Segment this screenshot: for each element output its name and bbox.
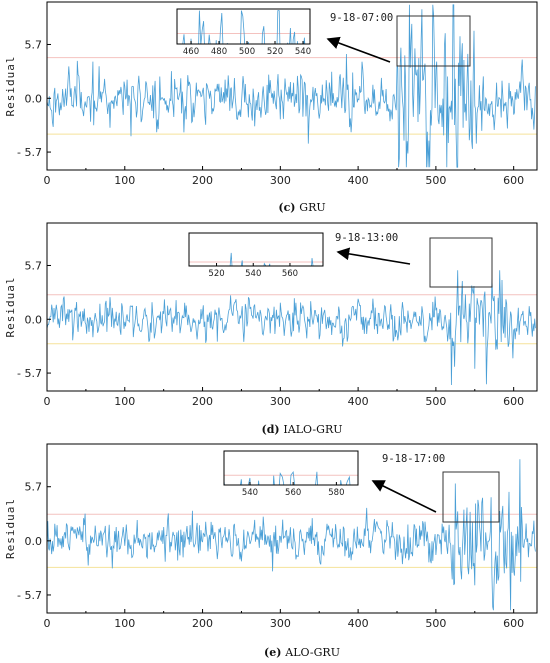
x-tick-label: 100 bbox=[114, 617, 135, 630]
x-tick-label: 0 bbox=[44, 174, 51, 187]
y-axis-label: Residual bbox=[4, 56, 17, 117]
x-tick-label: 200 bbox=[192, 395, 213, 408]
x-tick-label: 400 bbox=[348, 174, 369, 187]
x-tick-label: 200 bbox=[192, 174, 213, 187]
plot-frame bbox=[46, 443, 538, 614]
inset-x-tick-label: 560 bbox=[282, 269, 298, 279]
panel-caption: (e) ALO-GRU bbox=[264, 646, 340, 659]
x-tick-label: 200 bbox=[192, 617, 213, 630]
panel-caption: (c) GRU bbox=[278, 201, 325, 214]
y-tick-label: - 5.7 bbox=[17, 367, 42, 380]
inset-x-tick-label: 520 bbox=[267, 47, 283, 57]
annotation-time-label: 9-18-13:00 bbox=[335, 232, 398, 244]
y-axis-label: Residual bbox=[4, 277, 17, 338]
plot-frame bbox=[46, 222, 538, 392]
y-axis-label: Residual bbox=[4, 498, 17, 559]
inset-frame bbox=[223, 450, 359, 486]
x-tick-label: 500 bbox=[425, 174, 446, 187]
panel-caption-model: IALO-GRU bbox=[283, 423, 342, 436]
inset-x-tick-label: 520 bbox=[208, 269, 224, 279]
chart-panel-ialo-gru: 0 100 200 300 400 500 600 5.7 0.0 - 5.7 Residual 9-… bbox=[4, 222, 538, 436]
panel-caption-model: ALO-GRU bbox=[284, 646, 340, 659]
x-tick-label: 100 bbox=[114, 174, 135, 187]
plot-frame bbox=[46, 1, 538, 171]
x-tick-label: 0 bbox=[44, 395, 51, 408]
zoom-region-box bbox=[442, 471, 500, 523]
y-tick-label: - 5.7 bbox=[17, 146, 42, 159]
inset-x-tick-label: 460 bbox=[183, 47, 199, 57]
x-tick-label: 300 bbox=[270, 617, 291, 630]
annotation-arrow bbox=[336, 247, 411, 265]
panel-caption-label: (c) bbox=[278, 201, 299, 214]
panel-caption-label: (e) bbox=[264, 646, 285, 659]
x-tick-label: 500 bbox=[425, 617, 446, 630]
inset-x-tick-label: 480 bbox=[211, 47, 227, 57]
inset-frame bbox=[188, 232, 324, 267]
inset-x-tick-label: 540 bbox=[245, 269, 261, 279]
x-tick-label: 600 bbox=[503, 395, 524, 408]
annotation-arrow bbox=[371, 480, 437, 513]
panel-caption-model: GRU bbox=[299, 201, 325, 214]
panel-caption-label: (d) bbox=[261, 423, 283, 436]
x-tick-label: 100 bbox=[114, 395, 135, 408]
inset-x-tick-label: 540 bbox=[242, 488, 258, 498]
inset-x-tick-label: 560 bbox=[285, 488, 301, 498]
inset-x-tick-label: 540 bbox=[295, 47, 311, 57]
x-tick-label: 400 bbox=[348, 617, 369, 630]
y-tick-label: 5.7 bbox=[25, 38, 43, 51]
annotation-arrow bbox=[326, 36, 391, 63]
inset-background bbox=[189, 233, 323, 266]
inset-frame bbox=[176, 8, 311, 45]
inset-series-line bbox=[224, 471, 351, 485]
x-tick-label: 600 bbox=[503, 174, 524, 187]
x-tick-label: 300 bbox=[270, 395, 291, 408]
zoom-region-box bbox=[396, 15, 471, 67]
x-tick-label: 600 bbox=[503, 617, 524, 630]
chart-panel-gru: 0 100 200 300 400 500 600 5.7 0.0 - 5.7 Residual 9-… bbox=[4, 1, 538, 214]
zoom-region-box bbox=[429, 237, 493, 288]
y-tick-label: 0.0 bbox=[25, 313, 43, 326]
x-tick-label: 0 bbox=[44, 617, 51, 630]
residual-series-line bbox=[47, 270, 536, 386]
x-tick-label: 400 bbox=[348, 395, 369, 408]
residual-series-line bbox=[47, 4, 536, 168]
y-tick-label: - 5.7 bbox=[17, 589, 42, 602]
inset-x-tick-label: 580 bbox=[328, 488, 344, 498]
y-tick-label: 5.7 bbox=[25, 481, 43, 494]
x-tick-label: 500 bbox=[425, 395, 446, 408]
x-tick-label: 300 bbox=[270, 174, 291, 187]
residual-series-line bbox=[47, 459, 536, 611]
inset-x-tick-label: 500 bbox=[239, 47, 255, 57]
panel-caption: (d) IALO-GRU bbox=[261, 423, 342, 436]
y-tick-label: 0.0 bbox=[25, 535, 43, 548]
y-tick-label: 0.0 bbox=[25, 92, 43, 105]
annotation-time-label: 9-18-17:00 bbox=[382, 453, 445, 465]
annotation-time-label: 9-18-07:00 bbox=[330, 12, 393, 24]
chart-panel-alo-gru: 0 100 200 300 400 500 600 5.7 0.0 - 5.7 Residual 9-… bbox=[4, 443, 538, 659]
inset-series-line bbox=[177, 10, 306, 44]
y-tick-label: 5.7 bbox=[25, 259, 43, 272]
